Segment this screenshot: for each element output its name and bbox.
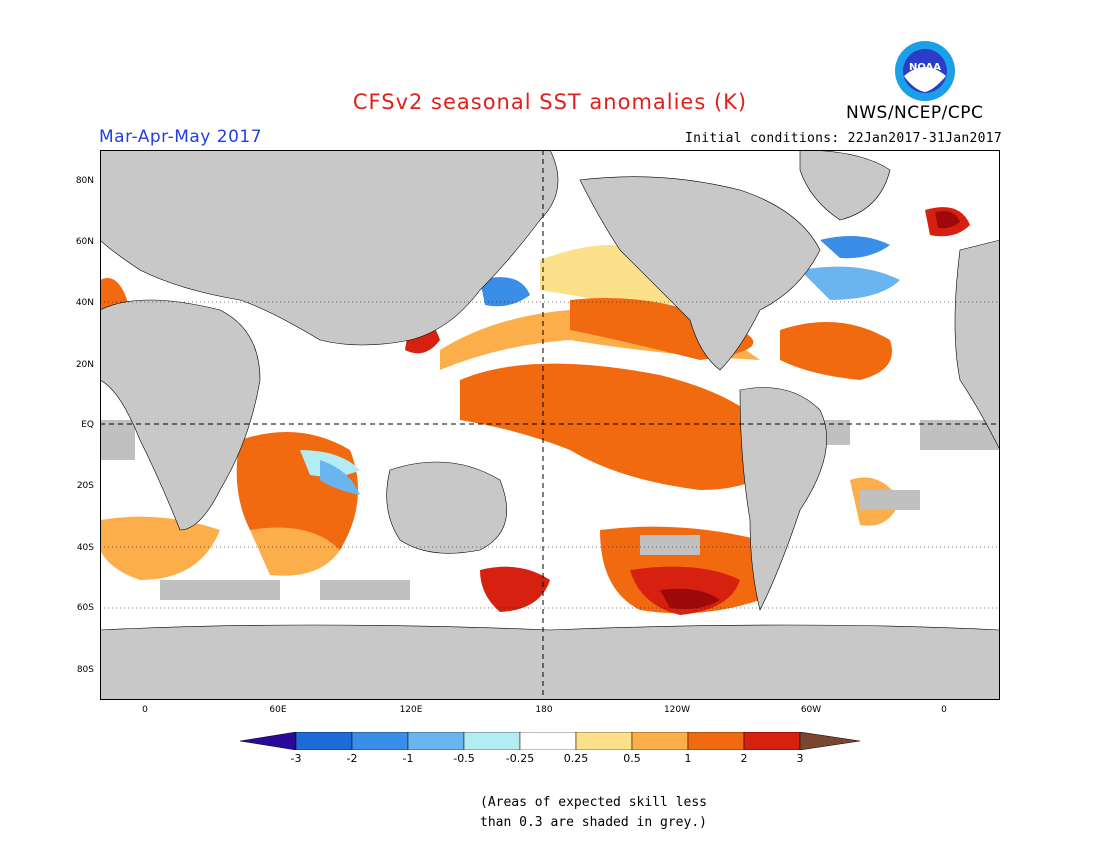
colorbar-swatch-3 bbox=[407, 732, 465, 750]
colorbar-swatch-2 bbox=[351, 732, 409, 750]
colorbar bbox=[240, 732, 860, 750]
lat-label-40s: 40S bbox=[76, 543, 94, 553]
colorbar-label-0-25: 0.25 bbox=[563, 752, 589, 765]
colorbar-swatch-9 bbox=[743, 732, 801, 750]
colorbar-label-neg0-5: -0.5 bbox=[453, 752, 475, 765]
lon-label-0-west: 0 bbox=[142, 705, 148, 715]
lat-label-80n: 80N bbox=[75, 176, 94, 186]
lon-label-0-east: 0 bbox=[941, 705, 947, 715]
colorbar-label-0-5: 0.5 bbox=[623, 752, 641, 765]
lat-label-20n: 20N bbox=[75, 360, 94, 370]
colorbar-swatch-1 bbox=[295, 732, 353, 750]
colorbar-label-1: 1 bbox=[684, 752, 692, 765]
colorbar-label-3: 3 bbox=[796, 752, 804, 765]
colorbar-swatch-8 bbox=[687, 732, 745, 750]
lon-label-180: 180 bbox=[535, 705, 553, 715]
colorbar-label-neg0-25: -0.25 bbox=[505, 752, 535, 765]
colorbar-label-neg3: -3 bbox=[290, 752, 302, 765]
noaa-logo: NOAA bbox=[895, 41, 955, 101]
lat-label-80s: 80S bbox=[76, 665, 94, 675]
lat-label-60n: 60N bbox=[75, 237, 94, 247]
lon-label-120w: 120W bbox=[663, 705, 691, 715]
footnote: (Areas of expected skill less than 0.3 a… bbox=[480, 793, 707, 833]
colorbar-swatch-5 bbox=[519, 732, 577, 750]
footnote-line-1: (Areas of expected skill less bbox=[480, 795, 707, 810]
lon-label-120e: 120E bbox=[399, 705, 423, 715]
colorbar-label-neg2: -2 bbox=[346, 752, 358, 765]
colorbar-low-arrow bbox=[240, 732, 297, 750]
lat-label-20s: 20S bbox=[76, 481, 94, 491]
sst-anomaly-map bbox=[100, 150, 1000, 700]
map-title: CFSv2 seasonal SST anomalies (K) bbox=[352, 90, 748, 114]
continents bbox=[100, 150, 1000, 700]
noaa-logo-text: NOAA bbox=[909, 62, 941, 73]
colorbar-swatch-7 bbox=[631, 732, 689, 750]
colorbar-label-neg1: -1 bbox=[402, 752, 414, 765]
season-label: Mar-Apr-May 2017 bbox=[99, 127, 263, 147]
initial-conditions-label: Initial conditions: 22Jan2017-31Jan2017 bbox=[685, 131, 1002, 146]
colorbar-swatch-6 bbox=[575, 732, 633, 750]
lat-label-40n: 40N bbox=[75, 298, 94, 308]
lat-label-eq: EQ bbox=[81, 420, 94, 430]
lat-label-60s: 60S bbox=[76, 603, 94, 613]
lon-label-60e: 60E bbox=[269, 705, 287, 715]
footnote-line-2: than 0.3 are shaded in grey.) bbox=[480, 815, 707, 830]
colorbar-label-2: 2 bbox=[740, 752, 748, 765]
lon-label-60w: 60W bbox=[800, 705, 822, 715]
colorbar-swatch-4 bbox=[463, 732, 521, 750]
agency-label: NWS/NCEP/CPC bbox=[846, 103, 984, 123]
colorbar-high-arrow bbox=[799, 732, 860, 750]
